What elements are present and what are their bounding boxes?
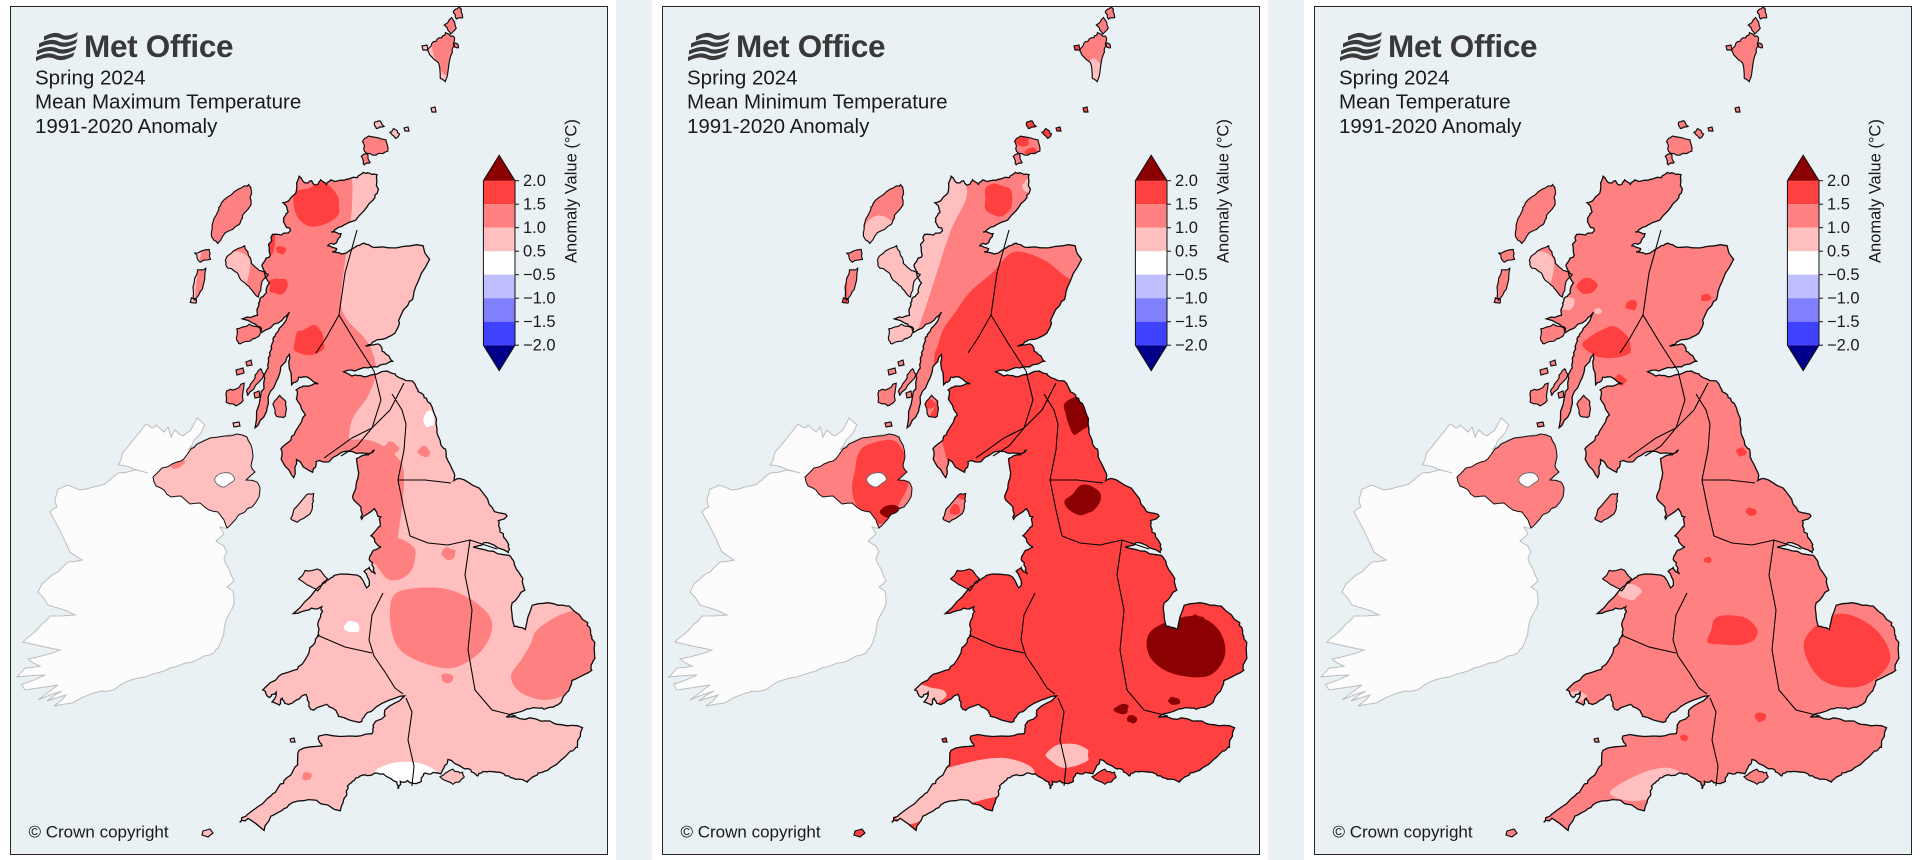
- svg-text:1991-2020 Anomaly: 1991-2020 Anomaly: [35, 115, 218, 138]
- svg-text:1.0: 1.0: [1827, 219, 1850, 237]
- svg-text:1.5: 1.5: [523, 196, 546, 214]
- svg-text:Anomaly Value (°C): Anomaly Value (°C): [563, 119, 581, 263]
- svg-text:Spring 2024: Spring 2024: [35, 67, 146, 90]
- svg-text:−1.0: −1.0: [523, 290, 556, 308]
- svg-text:Spring 2024: Spring 2024: [687, 67, 798, 90]
- svg-text:−2.0: −2.0: [523, 337, 556, 355]
- svg-text:−1.5: −1.5: [1175, 313, 1208, 331]
- svg-text:Met Office: Met Office: [84, 28, 233, 64]
- svg-text:−0.5: −0.5: [523, 266, 556, 284]
- svg-text:Met Office: Met Office: [1388, 28, 1537, 64]
- svg-text:Anomaly Value (°C): Anomaly Value (°C): [1867, 119, 1885, 263]
- svg-text:© Crown copyright: © Crown copyright: [681, 823, 821, 842]
- svg-text:−1.0: −1.0: [1827, 290, 1860, 308]
- svg-text:0.5: 0.5: [523, 243, 546, 261]
- svg-text:0.5: 0.5: [1827, 243, 1850, 261]
- svg-text:1.0: 1.0: [1175, 219, 1198, 237]
- svg-text:© Crown copyright: © Crown copyright: [29, 823, 169, 842]
- svg-text:1.5: 1.5: [1175, 196, 1198, 214]
- svg-text:© Crown copyright: © Crown copyright: [1333, 823, 1473, 842]
- svg-text:−1.0: −1.0: [1175, 290, 1208, 308]
- svg-text:−1.5: −1.5: [1827, 313, 1860, 331]
- svg-text:1991-2020 Anomaly: 1991-2020 Anomaly: [687, 115, 870, 138]
- svg-text:−0.5: −0.5: [1175, 266, 1208, 284]
- svg-text:−0.5: −0.5: [1827, 266, 1860, 284]
- svg-text:Met Office: Met Office: [736, 28, 885, 64]
- svg-text:1991-2020 Anomaly: 1991-2020 Anomaly: [1339, 115, 1522, 138]
- svg-text:−2.0: −2.0: [1827, 337, 1860, 355]
- svg-text:−2.0: −2.0: [1175, 337, 1208, 355]
- svg-text:2.0: 2.0: [1827, 172, 1850, 190]
- svg-text:Mean Maximum Temperature: Mean Maximum Temperature: [35, 91, 301, 114]
- svg-text:Anomaly Value (°C): Anomaly Value (°C): [1215, 119, 1233, 263]
- svg-text:2.0: 2.0: [1175, 172, 1198, 190]
- svg-text:1.0: 1.0: [523, 219, 546, 237]
- svg-text:0.5: 0.5: [1175, 243, 1198, 261]
- svg-text:Mean Temperature: Mean Temperature: [1339, 91, 1511, 114]
- svg-text:Spring 2024: Spring 2024: [1339, 67, 1450, 90]
- svg-text:−1.5: −1.5: [523, 313, 556, 331]
- svg-text:2.0: 2.0: [523, 172, 546, 190]
- svg-text:Mean Minimum Temperature: Mean Minimum Temperature: [687, 91, 948, 114]
- svg-text:1.5: 1.5: [1827, 196, 1850, 214]
